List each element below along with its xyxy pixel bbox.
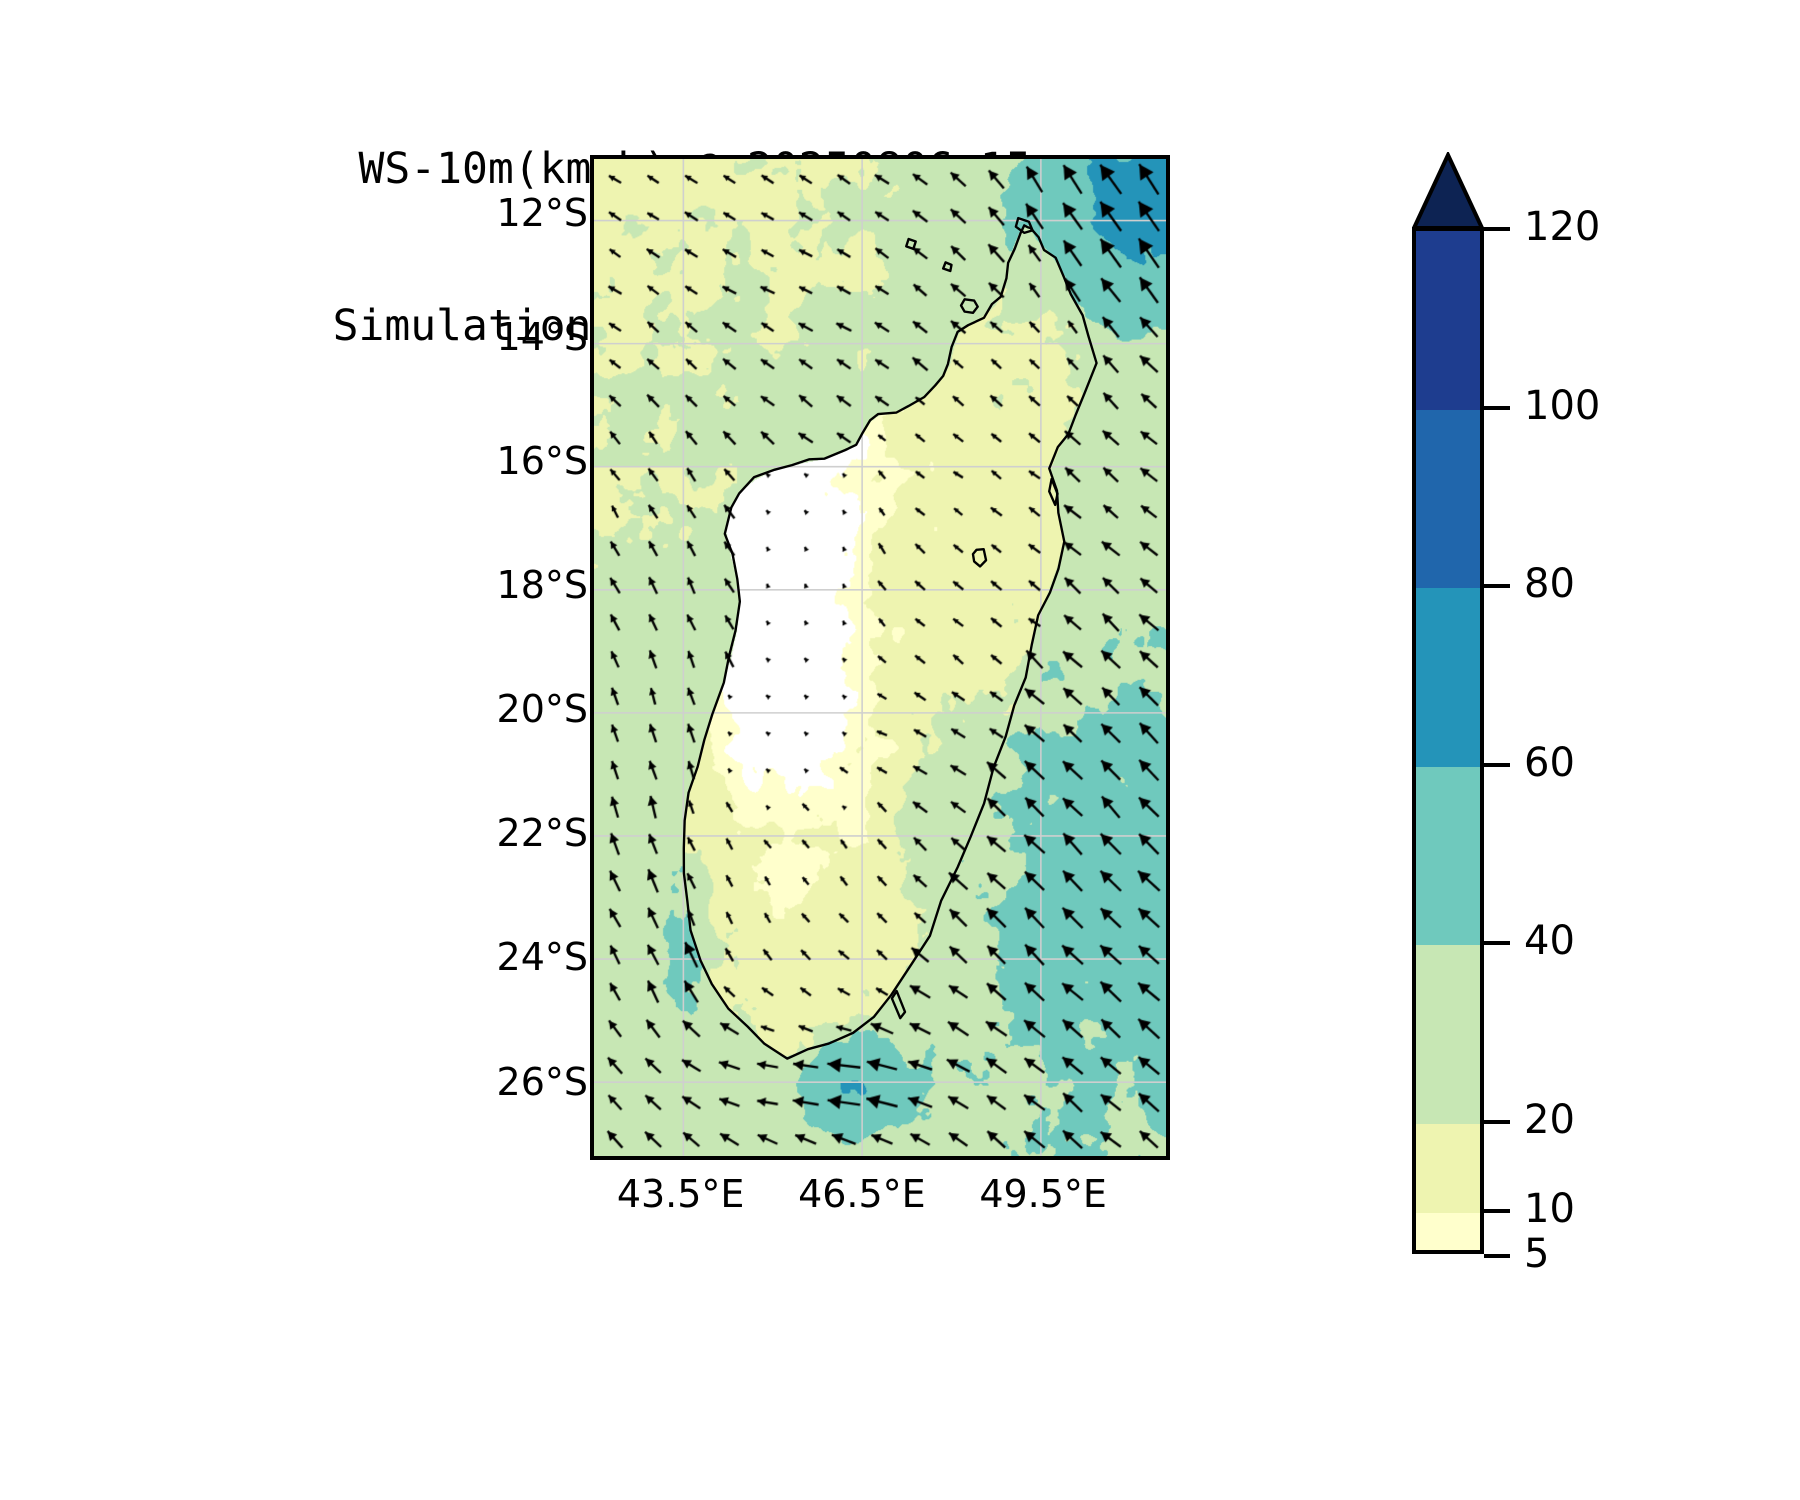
colorbar-tick-label-40: 40 — [1524, 918, 1575, 965]
colorbar-tick-label-100: 100 — [1524, 382, 1601, 429]
colorbar-gradient-body — [1412, 227, 1484, 1254]
colorbar-tick-100 — [1484, 405, 1510, 410]
colorbar-segment-20-40 — [1416, 945, 1480, 1124]
colorbar-extend-max-arrow — [1412, 152, 1484, 230]
ytick-label-0: 12°S — [496, 191, 588, 236]
colorbar-tick-label-80: 80 — [1524, 561, 1575, 608]
colorbar-tick-10 — [1484, 1209, 1510, 1214]
colorbar-segment-10-20 — [1416, 1123, 1480, 1214]
wind-vector-quiver — [594, 159, 1166, 1156]
colorbar-segment-60-80 — [1416, 588, 1480, 767]
xtick-label-0: 43.5°E — [616, 1172, 745, 1216]
ytick-label-1: 14°S — [496, 315, 588, 360]
colorbar-tick-label-5: 5 — [1524, 1231, 1550, 1277]
colorbar-segment-5-10 — [1416, 1213, 1480, 1250]
colorbar-segment-40-60 — [1416, 766, 1480, 946]
xtick-label-2: 49.5°E — [979, 1172, 1107, 1216]
colorbar-tick-80 — [1484, 584, 1510, 589]
colorbar-tick-label-60: 60 — [1524, 739, 1575, 786]
colorbar-tick-5 — [1484, 1254, 1510, 1258]
colorbar-tick-20 — [1484, 1120, 1510, 1125]
ytick-label-6: 24°S — [496, 935, 588, 980]
colorbar-tick-40 — [1484, 941, 1510, 946]
ytick-label-2: 16°S — [496, 439, 588, 484]
ytick-label-3: 18°S — [496, 563, 588, 608]
colorbar-segment-80-100 — [1416, 409, 1480, 589]
xtick-label-1: 46.5°E — [798, 1172, 926, 1216]
colorbar-tick-label-20: 20 — [1524, 1097, 1575, 1144]
colorbar-tick-60 — [1484, 762, 1510, 767]
map-axes — [590, 155, 1170, 1160]
ytick-label-4: 20°S — [496, 687, 588, 732]
colorbar-segment-100-120 — [1416, 231, 1480, 410]
ytick-label-7: 26°S — [496, 1059, 588, 1104]
colorbar-tick-120 — [1484, 227, 1510, 231]
colorbar: 5 10 20 40 60 80 100 120 — [1412, 152, 1732, 1277]
ytick-label-5: 22°S — [496, 811, 588, 856]
colorbar-tick-label-120: 120 — [1524, 204, 1601, 250]
colorbar-tick-label-10: 10 — [1524, 1186, 1575, 1233]
